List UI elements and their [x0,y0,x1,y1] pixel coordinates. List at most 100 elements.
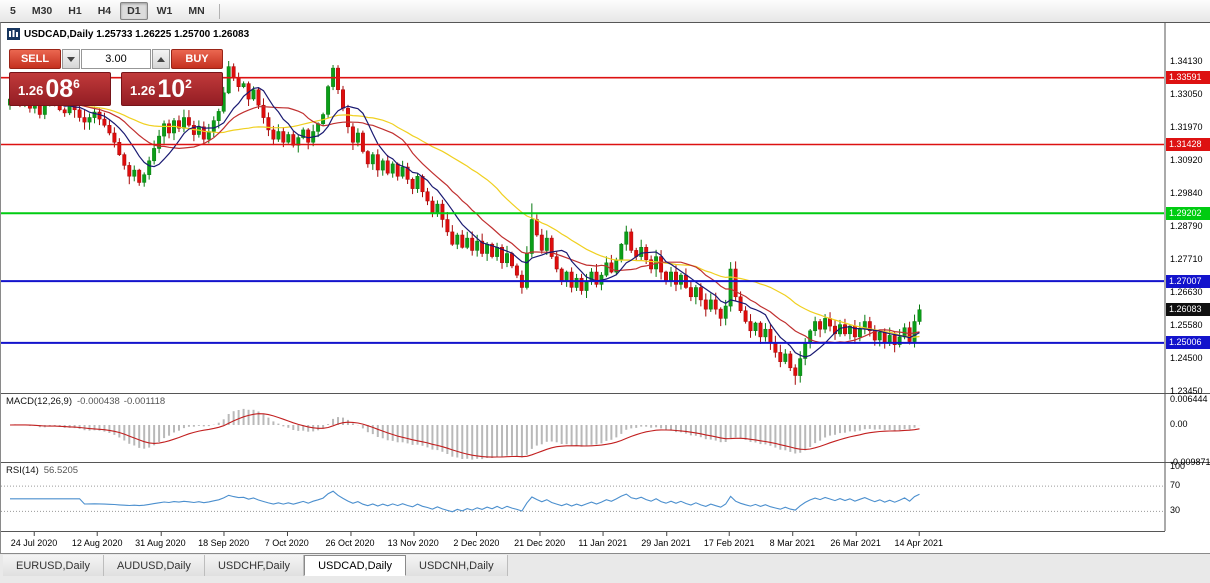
date-text: 17 Feb 2021 [703,538,755,548]
macd-panel-separator[interactable] [1,393,1210,394]
timeframe-label: MN [188,5,205,17]
date-axis-label: 13 Nov 2020 [388,532,439,548]
date-axis-label: 31 Aug 2020 [135,532,186,548]
date-axis-label: 2 Dec 2020 [453,532,499,548]
timeframe-button[interactable]: D1 [120,2,148,20]
timeframe-button[interactable]: W1 [150,2,180,20]
date-axis-label: 8 Mar 2021 [769,532,816,548]
date-text: 2 Dec 2020 [453,538,500,548]
date-axis-label: 17 Feb 2021 [703,532,755,548]
date-axis-label: 14 Apr 2021 [894,532,944,548]
chart-window: USDCAD,Daily 1.25733 1.26225 1.25700 1.2… [0,22,1210,554]
timeframe-button[interactable]: H1 [61,2,88,20]
chart-tab[interactable]: USDCHF,Daily [204,555,305,576]
buy-price-panel[interactable]: 1.26 10 2 [121,72,223,106]
date-text: 31 Aug 2020 [135,538,186,548]
date-axis-label: 26 Mar 2021 [830,532,881,548]
date-text: 11 Jan 2021 [578,538,628,548]
chart-tab-label: USDCNH,Daily [419,559,494,572]
toolbar-separator [218,3,220,19]
time-axis[interactable]: 24 Jul 2020 12 Aug 2020 31 Aug 2020 18 Sep … [1,531,1165,554]
spin-up-icon [157,56,165,62]
date-text: 21 Dec 2020 [514,538,566,548]
date-tick-mark [602,532,604,536]
timeframe-label: H4 [97,5,112,17]
rsi-value: 56.5205 [43,465,79,476]
one-click-trading-panel: SELL BUY 1.26 08 6 1.26 10 2 [9,49,223,106]
date-text: 14 Apr 2021 [894,538,944,548]
chart-tab[interactable]: AUDUSD,Daily [103,555,205,576]
timeframe-button[interactable]: 5 [3,2,23,20]
chart-tab[interactable]: USDCAD,Daily [304,555,407,576]
date-axis-label: 7 Oct 2020 [265,532,309,548]
date-text: 18 Sep 2020 [198,538,250,548]
candlestick-chart-icon [7,28,20,40]
date-axis-label: 24 Jul 2020 [10,532,58,548]
date-text: 13 Nov 2020 [387,538,439,548]
date-tick-mark [160,532,162,536]
timeframe-label: D1 [127,5,141,17]
chart-title: USDCAD,Daily 1.25733 1.26225 1.25700 1.2… [7,28,249,40]
date-tick-mark [33,532,35,536]
date-text: 29 Jan 2021 [641,538,691,548]
date-tick-mark [223,532,225,536]
timeframe-label: H1 [68,5,82,17]
macd-signal-value: -0.001118 [123,396,166,407]
date-axis-label: 12 Aug 2020 [71,532,123,548]
sell-price-pips: 08 [45,75,74,103]
sell-button[interactable]: SELL [9,49,61,69]
date-axis-label: 21 Dec 2020 [514,532,565,548]
date-text: 24 Jul 2020 [10,538,58,548]
lot-decrease-button[interactable] [62,49,80,69]
rsi-indicator-label: RSI(14) 56.5205 [6,465,78,476]
chart-title-text: USDCAD,Daily 1.25733 1.26225 1.25700 1.2… [24,28,250,40]
date-tick-mark [539,532,541,536]
date-tick-mark [97,532,99,536]
date-axis-label: 11 Jan 2021 [578,532,627,548]
sell-price-panel[interactable]: 1.26 08 6 [9,72,111,106]
timeframe-label: M30 [31,5,53,17]
timeframe-button[interactable]: M30 [25,2,59,20]
rsi-name: RSI(14) [6,465,39,476]
date-tick-mark [476,532,478,536]
timeframe-label: 5 [10,5,16,17]
buy-price-big-figure: 1.26 [130,83,156,98]
rsi-panel-separator[interactable] [1,462,1210,463]
date-text: 8 Mar 2021 [769,538,816,548]
timeframe-button[interactable]: MN [181,2,211,20]
buy-button[interactable]: BUY [171,49,223,69]
date-tick-mark [665,532,667,536]
buy-price-fraction: 2 [185,77,192,91]
chart-tab-bar: EURUSD,Daily AUDUSD,Daily USDCHF,Daily USDC… [0,553,1210,583]
chart-tab[interactable]: USDCNH,Daily [406,555,508,576]
timeframe-toolbar: 5 M30 H1 H4 D1 W1 MN [0,0,1210,22]
date-tick-mark [855,532,857,536]
lot-size-input[interactable] [81,49,151,69]
date-tick-mark [349,532,351,536]
chart-tab-label: USDCHF,Daily [217,559,291,572]
lot-increase-button[interactable] [152,49,170,69]
date-tick-mark [792,532,794,536]
date-tick-mark [413,532,415,536]
date-tick-mark [918,532,920,536]
date-axis-label: 26 Oct 2020 [325,532,375,548]
macd-indicator-label: MACD(12,26,9) -0.000438 -0.001118 [6,396,165,407]
date-text: 26 Oct 2020 [325,538,375,548]
chart-tab-label: EURUSD,Daily [16,559,90,572]
date-tick-mark [286,532,288,536]
macd-main-value: -0.000438 [77,396,120,407]
chart-tab-label: USDCAD,Daily [318,559,393,572]
date-text: 7 Oct 2020 [264,538,309,548]
date-text: 12 Aug 2020 [71,538,123,548]
timeframe-button[interactable]: H4 [91,2,118,20]
buy-price-pips: 10 [157,75,186,103]
date-axis-label: 29 Jan 2021 [641,532,691,548]
date-axis-label: 18 Sep 2020 [198,532,249,548]
spin-down-icon [67,56,75,62]
chart-tab-label: AUDUSD,Daily [116,559,191,572]
date-text: 26 Mar 2021 [830,538,881,548]
date-tick-mark [729,532,731,536]
sell-price-fraction: 6 [73,77,80,91]
macd-name: MACD(12,26,9) [6,396,72,407]
chart-tab[interactable]: EURUSD,Daily [3,555,104,576]
